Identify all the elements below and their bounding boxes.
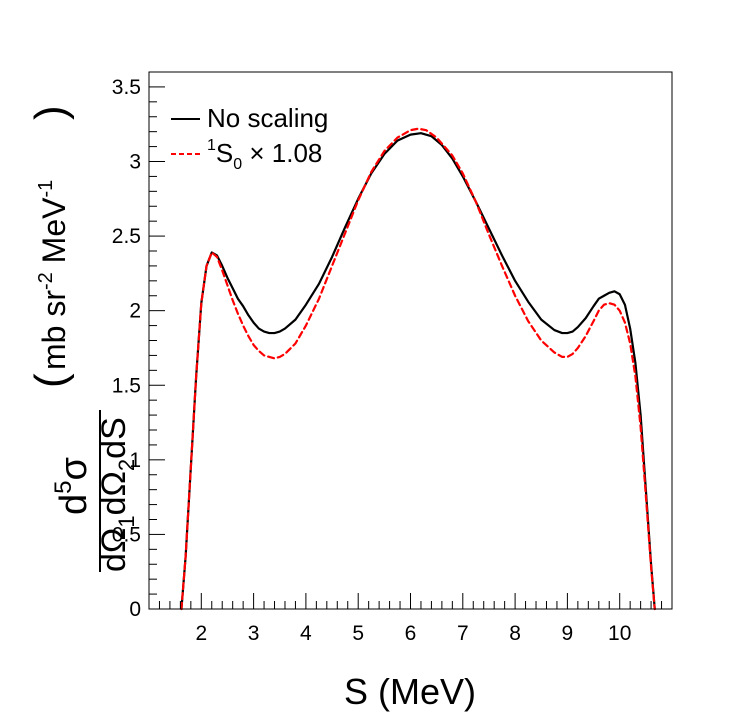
x-tick-label: 8 bbox=[509, 622, 521, 645]
y-axis-tick-labels: 00.511.522.533.5 bbox=[112, 76, 141, 621]
x-tick-label: 9 bbox=[562, 622, 574, 645]
legend-label-scaled-sub: 0 bbox=[233, 156, 242, 173]
x-axis-ticks bbox=[148, 593, 673, 609]
y-title-right-paren: ) bbox=[26, 105, 75, 120]
y-title-denominator-sub2: 2 bbox=[114, 459, 139, 471]
x-tick-label: 6 bbox=[405, 622, 417, 645]
legend-label-scaled-sup: 1 bbox=[207, 137, 216, 154]
y-title-numerator-d: d bbox=[53, 494, 95, 515]
svg-text:dΩ1dΩ2dS: dΩ1dΩ2dS bbox=[95, 417, 139, 572]
series-line-0 bbox=[180, 132, 656, 611]
legend-label-scaled: 1S0 × 1.08 bbox=[207, 137, 322, 173]
x-tick-label: 5 bbox=[352, 622, 364, 645]
y-title-left-paren: ( bbox=[26, 373, 75, 388]
y-title-units-sup2: -1 bbox=[35, 180, 57, 198]
x-tick-label: 10 bbox=[608, 622, 631, 645]
y-title-numerator-sup: 5 bbox=[50, 481, 77, 494]
legend-label-scaled-rest: × 1.08 bbox=[242, 138, 322, 168]
legend-label-no-scaling: No scaling bbox=[207, 103, 328, 133]
y-title-units-mid: MeV bbox=[36, 197, 72, 263]
y-tick-label: 3.5 bbox=[112, 76, 141, 99]
series-layer bbox=[180, 127, 656, 611]
legend-label-scaled-main: S bbox=[216, 138, 233, 168]
y-tick-label: 1.5 bbox=[112, 374, 141, 397]
x-tick-label: 7 bbox=[457, 622, 469, 645]
x-axis-tick-labels: 2 3 4 5 6 7 8 9 10 bbox=[195, 622, 631, 645]
y-axis-title: d5σ dΩ1dΩ2dS ( mb sr-2 MeV-1 ) bbox=[26, 105, 139, 572]
y-title-units-sup1: -2 bbox=[35, 272, 57, 290]
y-tick-label: 2.5 bbox=[112, 225, 141, 248]
y-title-denominator-1: dΩ bbox=[95, 528, 133, 572]
y-tick-label: 0.5 bbox=[112, 523, 141, 546]
y-title-units-spacer bbox=[36, 263, 72, 272]
y-tick-label: 2 bbox=[129, 300, 141, 323]
y-tick-label: 1 bbox=[129, 449, 141, 472]
y-title-denominator-2: dΩ bbox=[95, 471, 133, 515]
series-line-1 bbox=[180, 127, 656, 611]
y-title-denominator-sub1: 1 bbox=[114, 515, 139, 527]
y-tick-label: 0 bbox=[129, 598, 141, 621]
x-axis-title: S (MeV) bbox=[344, 671, 476, 712]
y-title-units-main: mb sr bbox=[36, 290, 72, 370]
x-tick-label: 3 bbox=[248, 622, 260, 645]
x-tick-label: 2 bbox=[195, 622, 207, 645]
legend: No scaling 1S0 × 1.08 bbox=[171, 103, 328, 173]
y-axis-ticks bbox=[149, 71, 165, 610]
y-tick-label: 3 bbox=[129, 151, 141, 174]
y-title-denominator-3: dS bbox=[95, 417, 133, 459]
svg-text:mb sr-2 MeV-1: mb sr-2 MeV-1 bbox=[35, 180, 72, 370]
svg-text:d5σ: d5σ bbox=[50, 457, 95, 515]
x-tick-label: 4 bbox=[300, 622, 312, 645]
y-title-numerator-sigma: σ bbox=[53, 457, 95, 480]
